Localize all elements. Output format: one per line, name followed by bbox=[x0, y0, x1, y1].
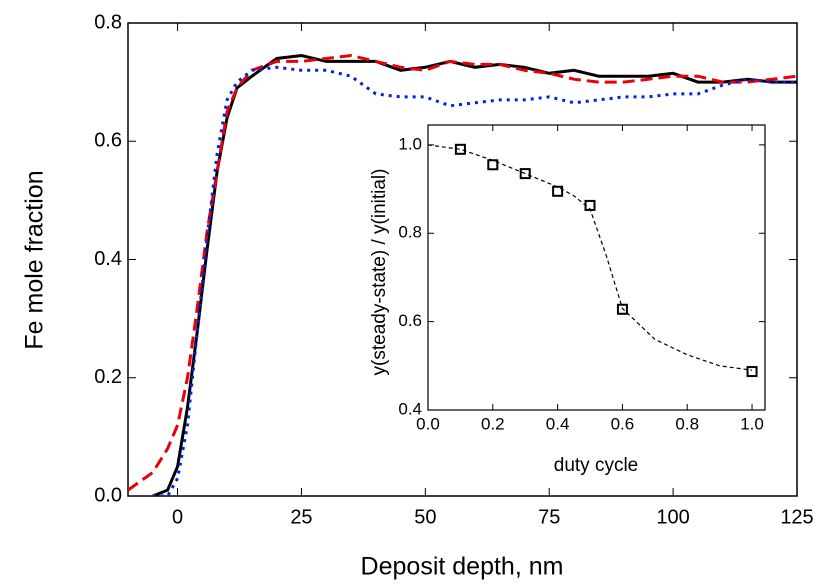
inset-marker bbox=[519, 168, 531, 180]
x-axis-label: Deposit depth, nm bbox=[361, 553, 564, 581]
inset-x-tick-label: 0.8 bbox=[675, 414, 699, 433]
inset-y-tick-label: 1.0 bbox=[398, 134, 422, 153]
inset-y-tick-label: 0.6 bbox=[398, 311, 422, 330]
inset-marker bbox=[746, 366, 758, 378]
inset-x-tick-label: 0.6 bbox=[611, 414, 635, 433]
inset-marker bbox=[552, 185, 564, 197]
inset-marker bbox=[487, 159, 499, 171]
y-tick-label: 0.2 bbox=[94, 366, 122, 388]
inset-x-tick-label: 1.0 bbox=[740, 414, 764, 433]
y-axis-label: Fe mole fraction bbox=[21, 170, 49, 349]
inset-y-axis-label: y(steady-state) / y(initial) bbox=[369, 169, 390, 376]
y-tick-label: 0.8 bbox=[94, 11, 122, 33]
inset-marker bbox=[454, 143, 466, 155]
line bbox=[152, 65, 797, 496]
inset-marker bbox=[584, 199, 596, 211]
x-tick-label: 125 bbox=[780, 506, 813, 528]
inset-marker bbox=[616, 303, 628, 315]
inset-y-tick-label: 0.4 bbox=[398, 399, 422, 418]
inset-plot-frame bbox=[427, 124, 766, 411]
inset-x-tick-label: 0.2 bbox=[481, 414, 505, 433]
inset-x-tick-label: 0.0 bbox=[416, 414, 440, 433]
y-tick-label: 0.0 bbox=[94, 484, 122, 506]
x-tick-label: 75 bbox=[538, 506, 560, 528]
inset-x-axis-label: duty cycle bbox=[554, 455, 638, 476]
line bbox=[128, 53, 797, 492]
y-tick-label: 0.6 bbox=[94, 130, 122, 152]
inset-y-tick-label: 0.8 bbox=[398, 223, 422, 242]
x-tick-label: 50 bbox=[414, 506, 436, 528]
inset-x-tick-label: 0.4 bbox=[546, 414, 570, 433]
x-tick-label: 0 bbox=[172, 506, 183, 528]
x-tick-label: 25 bbox=[290, 506, 312, 528]
x-tick-label: 100 bbox=[656, 506, 689, 528]
y-tick-label: 0.4 bbox=[94, 248, 122, 270]
